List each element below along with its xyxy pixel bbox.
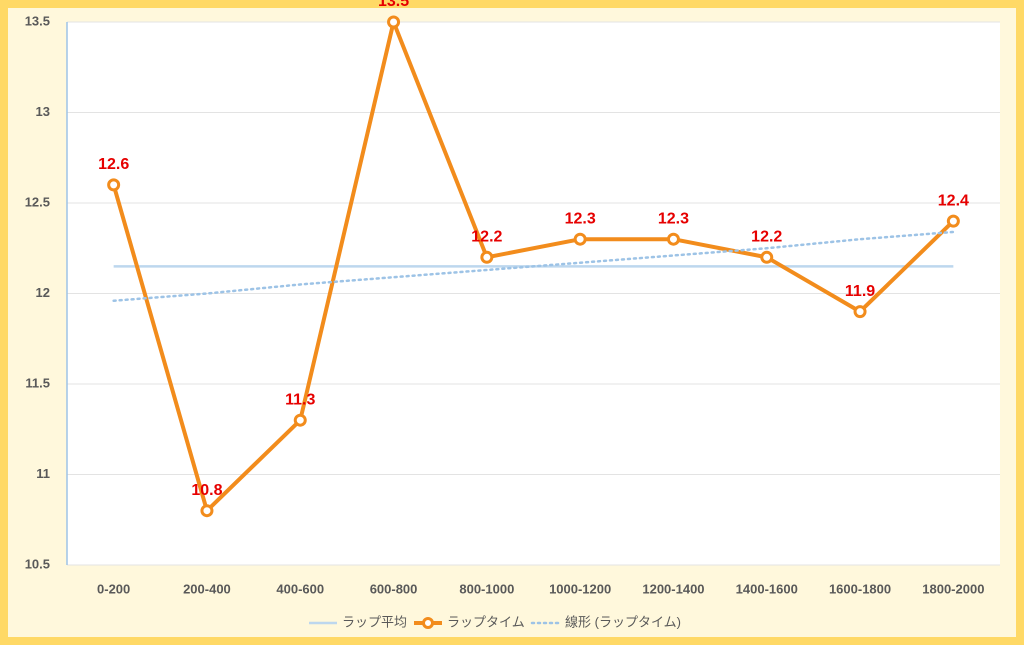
x-tick-label: 800-1000 <box>459 581 514 596</box>
point <box>200 504 214 518</box>
y-tick-label: 11.5 <box>25 375 50 390</box>
x-tick-label: 1600-1800 <box>829 581 891 596</box>
x-tick-label: 200-400 <box>183 581 231 596</box>
point <box>480 250 494 264</box>
x-tick-label: 1800-2000 <box>922 581 984 596</box>
legend-label: ラップタイム <box>447 614 525 629</box>
series-line <box>111 20 955 513</box>
data-label: 10.8 <box>191 482 222 499</box>
legend-label: 線形 (ラップタイム) <box>565 614 681 629</box>
data-label: 12.3 <box>565 210 596 227</box>
point <box>946 214 960 228</box>
point <box>853 305 867 319</box>
x-tick-label: 1000-1200 <box>549 581 611 596</box>
x-tick-label: 0-200 <box>97 581 130 596</box>
data-label: 12.3 <box>658 210 689 227</box>
data-label: 12.4 <box>938 192 969 209</box>
data-label: 11.9 <box>845 283 875 300</box>
data-label: 13.5 <box>378 0 409 10</box>
x-tick-label: 400-600 <box>276 581 324 596</box>
series-line <box>112 230 955 302</box>
y-tick-label: 12.5 <box>25 194 50 209</box>
point <box>666 232 680 246</box>
legend-marker <box>422 617 434 629</box>
x-tick-label: 600-800 <box>370 581 418 596</box>
legend-label: ラップ平均 <box>342 614 407 629</box>
data-label: 12.2 <box>751 229 782 246</box>
point <box>293 413 307 427</box>
y-tick-label: 13 <box>36 104 50 119</box>
point <box>387 15 401 29</box>
y-tick-label: 13.5 <box>25 13 50 28</box>
point <box>107 178 121 192</box>
y-tick-label: 11 <box>36 466 50 481</box>
point <box>573 232 587 246</box>
data-label: 12.2 <box>471 229 502 246</box>
x-tick-label: 1200-1400 <box>642 581 704 596</box>
y-tick-label: 12 <box>36 285 50 300</box>
y-tick-label: 10.5 <box>25 556 50 571</box>
x-tick-label: 1400-1600 <box>736 581 798 596</box>
point <box>760 250 774 264</box>
data-label: 12.6 <box>98 156 129 173</box>
data-label: 11.3 <box>285 391 315 408</box>
